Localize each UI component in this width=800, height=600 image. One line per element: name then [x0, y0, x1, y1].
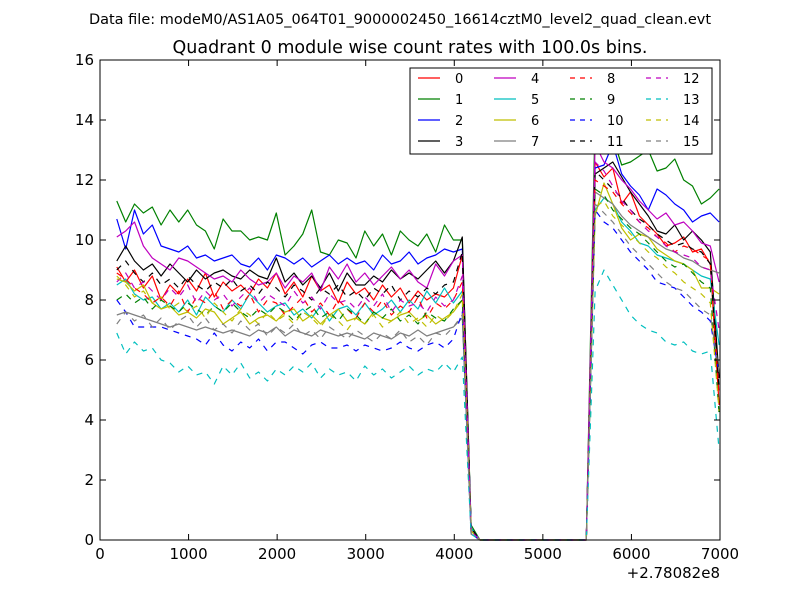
legend-label-10: 10 [607, 114, 624, 129]
series-line-10 [116, 209, 720, 541]
legend-label-4: 4 [531, 72, 539, 87]
legend-label-12: 12 [683, 72, 700, 87]
legend-label-7: 7 [531, 135, 539, 150]
x-tick-label: 4000 [435, 545, 473, 563]
y-tick-label: 4 [84, 411, 94, 429]
legend-box [409, 67, 713, 155]
x-offset-label: +2.78082e8 [627, 564, 720, 582]
y-tick-label: 14 [75, 111, 94, 129]
legend-label-3: 3 [455, 135, 463, 150]
series-line-1 [116, 116, 720, 541]
legend-label-14: 14 [683, 114, 700, 129]
x-tick-label: 2000 [258, 545, 296, 563]
x-tick-label: 1000 [169, 545, 207, 563]
series-line-4 [116, 143, 720, 541]
series-line-9 [116, 188, 720, 541]
axis-ticks: 0 1000 2000 3000 4000 5000 6000 700002468101214… [75, 51, 739, 563]
x-tick-label: 0 [95, 545, 105, 563]
legend-label-8: 8 [607, 72, 615, 87]
legend-label-15: 15 [683, 135, 700, 150]
legend-label-6: 6 [531, 114, 539, 129]
x-tick-label: 5000 [524, 545, 562, 563]
y-tick-label: 6 [84, 351, 94, 369]
suptitle: Data file: modeM0/AS1A05_064T01_90000024… [89, 12, 711, 28]
series-line-8 [116, 179, 720, 541]
legend-label-9: 9 [607, 93, 615, 108]
legend-label-0: 0 [455, 72, 463, 87]
series-line-14 [116, 200, 720, 541]
legend-label-2: 2 [455, 114, 463, 129]
series-line-12 [116, 161, 720, 541]
legend-label-13: 13 [683, 93, 700, 108]
y-tick-label: 12 [75, 171, 94, 189]
plot-area [116, 116, 720, 541]
series-line-2 [116, 143, 720, 541]
chart-title: Quadrant 0 module wise count rates with … [173, 38, 648, 58]
x-tick-label: 7000 [701, 545, 739, 563]
x-tick-label: 6000 [612, 545, 650, 563]
series-line-7 [116, 191, 720, 541]
series-line-5 [116, 197, 720, 541]
y-tick-label: 0 [84, 531, 94, 549]
y-tick-label: 2 [84, 471, 94, 489]
y-tick-label: 10 [75, 231, 94, 249]
y-tick-label: 8 [84, 291, 94, 309]
x-tick-label: 3000 [347, 545, 385, 563]
series-line-13 [116, 269, 720, 541]
legend-label-1: 1 [455, 93, 463, 108]
legend-label-11: 11 [607, 135, 624, 150]
series-line-3 [116, 161, 720, 541]
y-tick-label: 16 [75, 51, 94, 69]
legend-label-5: 5 [531, 93, 539, 108]
